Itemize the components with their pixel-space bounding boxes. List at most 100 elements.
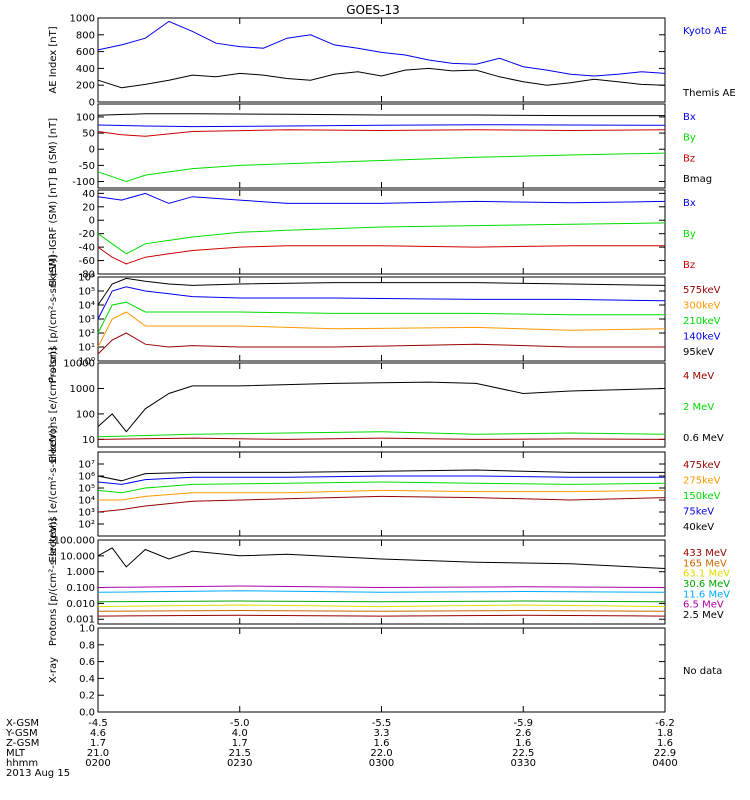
legend-label: 165 MeV [683, 558, 727, 569]
legend-label: 75keV [683, 507, 714, 518]
legend-label: 40keV [683, 522, 714, 533]
legend-label: Themis AE [682, 88, 736, 99]
y-tick-label: -100 [72, 177, 95, 188]
ephemeris-value: 1.6 [374, 738, 390, 749]
panel-xray: 0.0 0.2 0.4 0.6 0.8 1.0 X-ray No data [48, 624, 722, 719]
y-axis-label: AE Index [nT] [48, 26, 59, 93]
series-line [97, 277, 666, 306]
y-tick-label: 100 [76, 409, 95, 420]
panel-bigrf: -80 -60 -40 -20 0 20 40 B (SM)-IGRF (SM) [nT] Bx… [48, 177, 696, 286]
legend-label: 2.5 MeV [683, 610, 724, 621]
legend-label: 4 MeV [683, 371, 714, 382]
y-tick-label: -60 [79, 256, 95, 267]
y-tick-label: 10000 [63, 359, 95, 370]
series-line [97, 20, 666, 77]
y-tick-label: 0 [89, 145, 95, 156]
ephemeris-value: 4.0 [232, 728, 248, 739]
y-axis-label: B (SM) [nT] [48, 118, 59, 174]
ephemeris-value: 21.5 [229, 748, 251, 759]
y-tick-label: 10⁴ [78, 496, 95, 507]
y-axis-label: Protons [p/(cm²-s-sr-keV)] [48, 518, 59, 646]
ephemeris-value: 1.8 [657, 728, 673, 739]
panel-bsm: -100 -50 0 50 100 B (SM) [nT] Bx By Bz Bmag [48, 103, 712, 189]
legend-label: 210keV [683, 316, 721, 327]
series-line [97, 124, 666, 128]
series-line [97, 245, 665, 265]
ephemeris-value: 0200 [85, 758, 110, 769]
y-tick-label: 10¹ [78, 343, 95, 354]
series-line [97, 609, 666, 612]
panel-protons_mev: 0.001 0.010 0.100 1.000 10.000 100.000Protons… [48, 518, 730, 646]
legend-label: Kyoto AE [683, 26, 727, 37]
legend-label: 140keV [683, 332, 721, 343]
y-tick-label: 10⁰ [78, 357, 95, 368]
panel-electrons_mev: 10 100 1000 10000 Electrons [e/(cm²-s-sr)] 4 … [48, 347, 724, 463]
legend-label: 6.5 MeV [683, 600, 724, 611]
legend-label: 150keV [683, 491, 721, 502]
ephemeris-value: 1.7 [232, 738, 248, 749]
legend-label: 0.6 MeV [683, 433, 724, 444]
ephemeris-value: -5.5 [372, 718, 392, 729]
y-tick-label: 0 [89, 98, 95, 109]
legend-label: By [683, 229, 696, 240]
y-tick-label: 10⁴ [78, 301, 95, 312]
ephemeris-row-label: X-GSM [6, 718, 39, 729]
y-tick-label: 1.000 [66, 567, 95, 578]
y-tick-label: 10⁶ [78, 472, 95, 483]
ephemeris-value: 0330 [511, 758, 536, 769]
series-line [97, 192, 666, 204]
series-line [97, 481, 666, 494]
legend-label: Bmag [683, 174, 712, 185]
legend-label: By [683, 133, 696, 144]
panel-frame [97, 17, 666, 103]
y-tick-label: 0.010 [66, 599, 95, 610]
y-tick-label: 10³ [78, 508, 95, 519]
series-line [97, 475, 665, 485]
y-axis-label: Protons [p/(cm²-s-sr-keV)] [48, 255, 59, 383]
y-axis-label: Electrons [e/(cm²-s-sr)] [48, 347, 59, 463]
ephemeris-value: -6.2 [655, 718, 675, 729]
ephemeris-value: 2.6 [515, 728, 531, 739]
y-tick-label: 600 [76, 47, 95, 58]
legend-label: Bx [683, 198, 696, 209]
series-line [97, 469, 665, 482]
ephemeris-value: -5.9 [513, 718, 533, 729]
ephemeris-row-label: MLT [6, 748, 26, 759]
ephemeris-value: 0230 [227, 758, 252, 769]
y-tick-label: 10 [82, 435, 95, 446]
legend-label: 300keV [683, 301, 721, 312]
legend-label: 2 MeV [683, 402, 714, 413]
y-tick-label: 10⁵ [78, 287, 95, 298]
ephemeris-value: 22.0 [370, 748, 392, 759]
y-tick-label: 10⁷ [78, 460, 95, 471]
y-axis-label: B (SM)-IGRF (SM) [nT] [48, 177, 59, 286]
series-line [97, 600, 666, 603]
ephemeris-value: 1.6 [657, 738, 673, 749]
legend-label: 275keV [683, 476, 721, 487]
y-tick-label: 0.4 [79, 674, 95, 685]
y-tick-label: -20 [79, 229, 95, 240]
series-line [97, 590, 666, 593]
y-tick-label: 1.0 [79, 624, 95, 635]
panel-frame [97, 276, 666, 362]
y-tick-label: 0.001 [66, 615, 95, 626]
legend-label: 63.1 MeV [683, 569, 730, 580]
legend-label: 433 MeV [683, 548, 727, 559]
series-line [98, 489, 666, 501]
y-tick-label: 10³ [78, 315, 95, 326]
y-tick-label: 100.000 [54, 536, 95, 547]
y-tick-label: 0.8 [79, 640, 95, 651]
series-line [97, 129, 666, 137]
legend-label: 575keV [683, 285, 721, 296]
y-tick-label: 200 [76, 81, 95, 92]
series-line [97, 495, 666, 513]
y-tick-label: 20 [82, 202, 95, 213]
y-tick-label: 0.100 [66, 583, 95, 594]
y-tick-label: 0.2 [79, 691, 95, 702]
y-tick-label: 1000 [70, 384, 95, 395]
series-line [97, 614, 666, 617]
panel-frame [97, 627, 666, 713]
series-line [97, 222, 666, 255]
